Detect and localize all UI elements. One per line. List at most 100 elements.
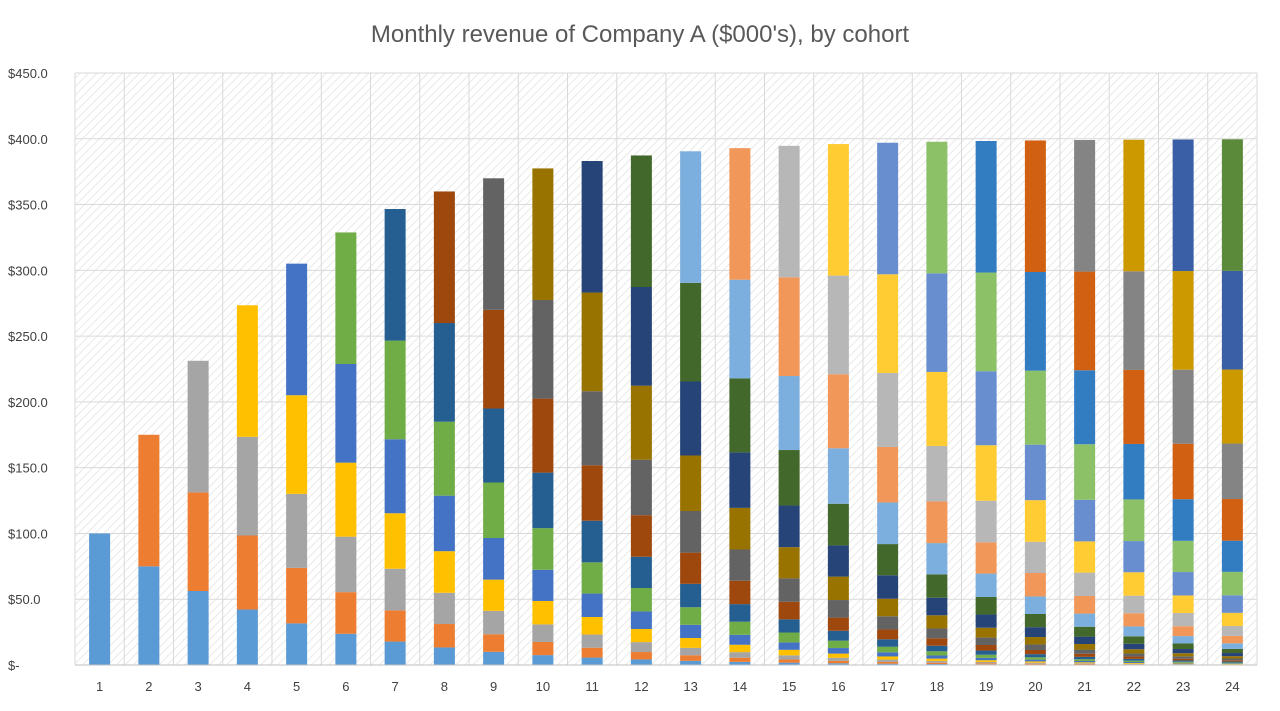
bar-segment-cohort-17 <box>1123 541 1144 572</box>
bar-segment-cohort-6 <box>1123 661 1144 662</box>
bar-segment-cohort-10 <box>582 293 603 392</box>
bar-segment-cohort-11 <box>729 452 750 508</box>
bar-segment-cohort-16 <box>828 144 849 276</box>
bar-segment-cohort-1 <box>237 610 258 666</box>
bar-segment-cohort-9 <box>1074 650 1095 654</box>
bar-segment-cohort-15 <box>779 146 800 278</box>
bar-segment-cohort-17 <box>976 371 997 445</box>
bar-segment-cohort-2 <box>385 610 406 641</box>
bar-stack-month-22 <box>1123 140 1144 665</box>
bar-segment-cohort-18 <box>1123 499 1144 541</box>
bar-segment-cohort-5 <box>1074 661 1095 662</box>
bar-segment-cohort-14 <box>1074 596 1095 614</box>
bar-segment-cohort-11 <box>877 575 898 598</box>
bar-segment-cohort-9 <box>1173 656 1194 658</box>
bar-segment-cohort-10 <box>532 168 553 300</box>
bar-segment-cohort-6 <box>532 528 553 570</box>
bar-segment-cohort-7 <box>483 409 504 483</box>
bar-segment-cohort-13 <box>729 280 750 379</box>
bar-segment-cohort-6 <box>680 607 701 625</box>
bar-segment-cohort-22 <box>1222 370 1243 444</box>
bar-segment-cohort-1 <box>434 647 455 665</box>
bar-segment-cohort-7 <box>434 323 455 422</box>
bar-segment-cohort-11 <box>1074 637 1095 644</box>
bar-segment-cohort-15 <box>1074 573 1095 596</box>
bar-segment-cohort-3 <box>631 642 652 652</box>
bar-segment-cohort-10 <box>779 547 800 578</box>
y-tick-label: $400.0 <box>8 132 48 147</box>
bar-segment-cohort-4 <box>335 463 356 537</box>
bar-stack-month-23 <box>1173 139 1194 665</box>
bar-segment-cohort-7 <box>828 631 849 641</box>
bar-segment-cohort-15 <box>877 373 898 447</box>
bar-segment-cohort-14 <box>828 374 849 448</box>
bar-segment-cohort-21 <box>1123 271 1144 370</box>
bar-segment-cohort-18 <box>976 273 997 372</box>
bar-segment-cohort-5 <box>532 570 553 601</box>
bar-segment-cohort-10 <box>680 456 701 512</box>
bar-segment-cohort-6 <box>1025 657 1046 659</box>
bar-segment-cohort-16 <box>1123 572 1144 595</box>
x-tick-label: 18 <box>930 679 944 694</box>
bar-segment-cohort-10 <box>926 615 947 628</box>
bar-segment-cohort-11 <box>1123 644 1144 650</box>
bar-segment-cohort-2 <box>286 568 307 624</box>
bar-segment-cohort-1 <box>188 591 209 665</box>
bar-segment-cohort-3 <box>877 660 898 662</box>
bar-segment-cohort-4 <box>779 650 800 656</box>
bar-segment-cohort-17 <box>926 273 947 372</box>
bar-segment-cohort-9 <box>877 616 898 629</box>
bar-segment-cohort-2 <box>680 655 701 661</box>
bar-segment-cohort-8 <box>483 310 504 409</box>
x-tick-label: 22 <box>1127 679 1141 694</box>
bar-segment-cohort-7 <box>631 557 652 588</box>
x-tick-label: 7 <box>392 679 399 694</box>
bar-segment-cohort-4 <box>1173 663 1194 664</box>
bar-segment-cohort-1 <box>89 533 110 665</box>
bar-segment-cohort-2 <box>631 652 652 659</box>
bar-segment-cohort-12 <box>1222 649 1243 653</box>
x-tick-label: 17 <box>880 679 894 694</box>
bar-segment-cohort-7 <box>779 619 800 632</box>
bar-stack-month-16 <box>828 144 849 665</box>
bar-segment-cohort-6 <box>779 633 800 643</box>
bar-segment-cohort-6 <box>1074 659 1095 661</box>
x-tick-label: 10 <box>536 679 550 694</box>
bar-stack-month-7 <box>385 209 406 665</box>
bar-segment-cohort-10 <box>631 386 652 460</box>
bar-segment-cohort-14 <box>729 148 750 280</box>
bar-segment-cohort-12 <box>729 378 750 452</box>
bar-stack-month-14 <box>729 148 750 665</box>
bar-stack-month-2 <box>138 435 159 665</box>
bar-segment-cohort-2 <box>582 648 603 658</box>
bar-stack-month-1 <box>89 533 110 665</box>
bar-segment-cohort-4 <box>680 638 701 648</box>
bar-segment-cohort-12 <box>1025 614 1046 627</box>
bar-segment-cohort-5 <box>385 439 406 513</box>
bar-segment-cohort-16 <box>1222 613 1243 626</box>
x-tick-label: 21 <box>1077 679 1091 694</box>
bar-segment-cohort-18 <box>1222 572 1243 595</box>
bar-segment-cohort-15 <box>926 446 947 502</box>
bar-segment-cohort-3 <box>1074 663 1095 664</box>
bar-segment-cohort-5 <box>286 264 307 396</box>
bar-segment-cohort-17 <box>1074 500 1095 542</box>
bar-segment-cohort-7 <box>1074 657 1095 659</box>
bar-segment-cohort-6 <box>828 641 849 648</box>
bar-segment-cohort-7 <box>1025 654 1046 657</box>
bar-segment-cohort-3 <box>779 655 800 659</box>
bar-segment-cohort-8 <box>926 638 947 645</box>
bar-segment-cohort-18 <box>1173 541 1194 572</box>
bar-stack-month-15 <box>779 146 800 665</box>
bar-segment-cohort-10 <box>729 508 750 550</box>
bar-stack-month-6 <box>335 232 356 665</box>
bar-segment-cohort-15 <box>1222 626 1243 636</box>
bar-segment-cohort-4 <box>1025 661 1046 662</box>
bar-segment-cohort-11 <box>828 545 849 576</box>
bar-segment-cohort-20 <box>1074 272 1095 371</box>
bar-segment-cohort-8 <box>729 581 750 604</box>
bar-segment-cohort-6 <box>434 422 455 496</box>
bar-stack-month-9 <box>483 178 504 665</box>
x-tick-label: 4 <box>244 679 251 694</box>
bar-segment-cohort-2 <box>828 661 849 663</box>
